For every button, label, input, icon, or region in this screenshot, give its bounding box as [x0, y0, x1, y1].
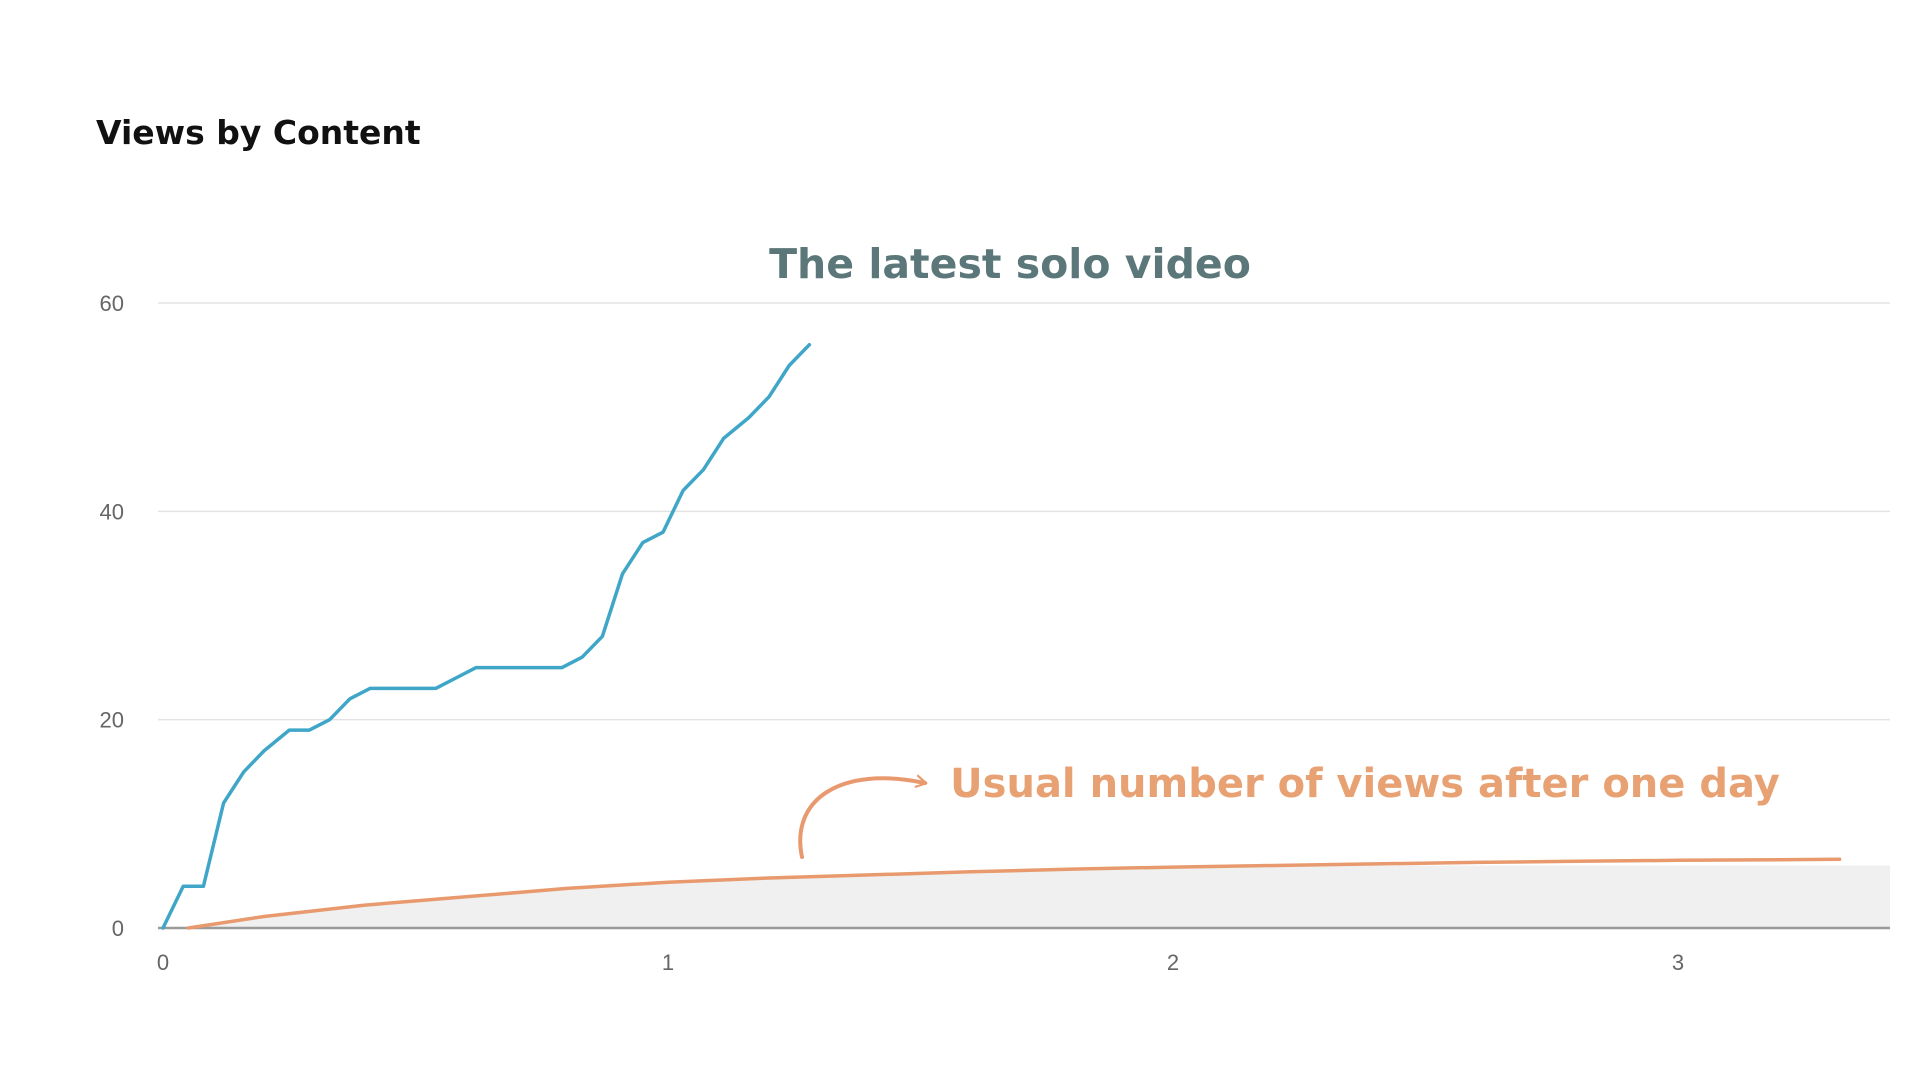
usual-range-area [188, 865, 1890, 928]
page-title: Views by Content [96, 113, 421, 152]
annotation-latest-video: The latest solo video [769, 240, 1251, 288]
axes: 0 20 40 60 0 1 2 3 [100, 291, 1890, 975]
series-line-usual [186, 857, 1842, 930]
annotations: The latest solo video Usual number of vie… [769, 240, 1780, 859]
curved-arrow-icon [798, 774, 928, 859]
x-tick-label-0: 0 [157, 950, 169, 975]
x-tick-label-2: 2 [1167, 950, 1179, 975]
y-tick-label-0: 0 [112, 916, 124, 941]
gridlines [158, 302, 1890, 721]
y-tick-label-40: 40 [100, 499, 124, 524]
annotation-usual-views: Usual number of views after one day [950, 761, 1780, 807]
y-tick-label-20: 20 [100, 708, 124, 733]
series-lines [161, 342, 1842, 930]
y-tick-label-60: 60 [100, 291, 124, 316]
usual-range-band [188, 865, 1890, 928]
x-tick-label-3: 3 [1672, 950, 1684, 975]
series-line-latest [161, 342, 812, 930]
x-tick-label-1: 1 [662, 950, 674, 975]
